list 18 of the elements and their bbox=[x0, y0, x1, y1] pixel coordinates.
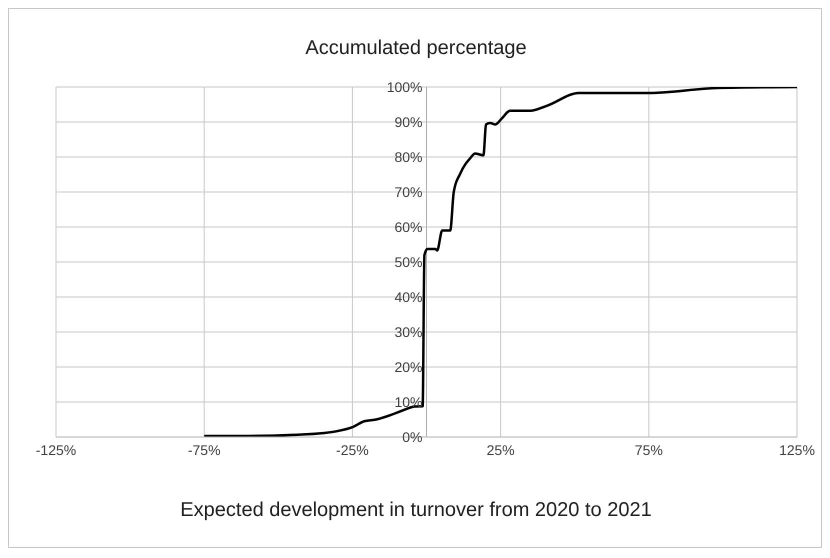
x-tick-label: 125% bbox=[779, 442, 815, 458]
y-tick-label: 90% bbox=[394, 114, 422, 130]
x-axis-title: Expected development in turnover from 2020 to 2021 bbox=[179, 499, 653, 522]
y-tick-label: 0% bbox=[402, 429, 422, 445]
y-tick-label: 40% bbox=[394, 289, 422, 305]
x-tick-label: -25% bbox=[336, 442, 369, 458]
y-tick-label: 30% bbox=[394, 324, 422, 340]
y-tick-label: 100% bbox=[386, 79, 422, 95]
y-tick-label: 60% bbox=[394, 219, 422, 235]
y-tick-label: 50% bbox=[394, 254, 422, 270]
chart-title: Accumulated percentage bbox=[304, 37, 528, 60]
x-tick-label: -125% bbox=[36, 442, 76, 458]
x-tick-label: 75% bbox=[634, 442, 663, 458]
y-tick-label: 70% bbox=[394, 184, 422, 200]
y-tick-label: 20% bbox=[394, 359, 422, 375]
x-tick-label: 25% bbox=[486, 442, 515, 458]
x-tick-label: -75% bbox=[188, 442, 221, 458]
y-tick-label: 80% bbox=[394, 149, 422, 165]
